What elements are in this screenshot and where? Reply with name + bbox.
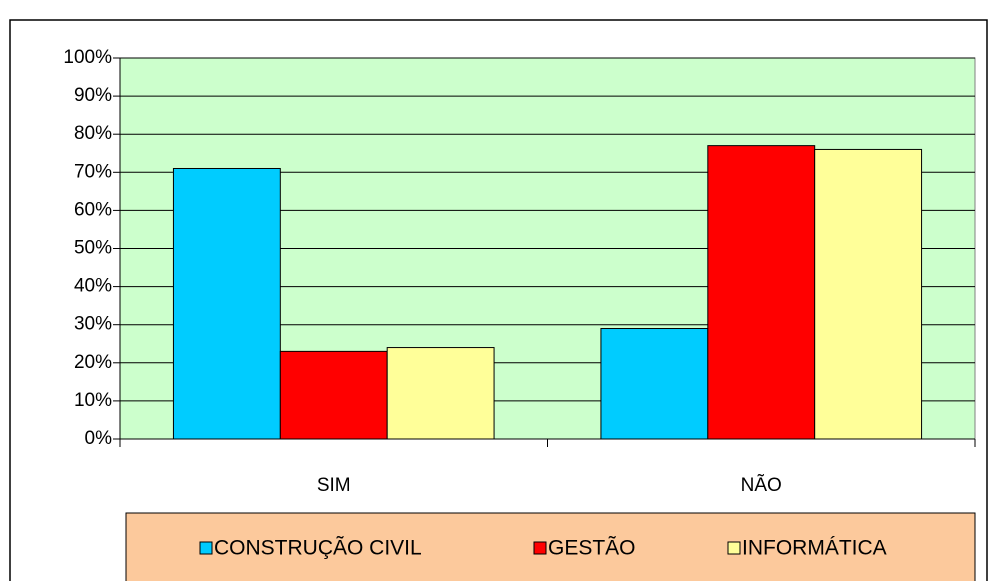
bar [172,167,281,440]
y-tick-label: 50% [74,238,112,259]
y-tick-label: 100% [63,47,112,68]
x-tick-label: NÃO [741,474,782,496]
y-tick-label: 0% [85,428,113,449]
legend-label: GESTÃO [548,536,636,560]
y-tick-label: 20% [74,352,112,373]
x-tick-label: SIM [317,475,351,496]
y-tick-label: 30% [74,314,112,335]
legend-label: CONSTRUÇÃO CIVIL [214,536,422,560]
bar [279,350,388,440]
bar [386,347,495,440]
y-tick-label: 60% [74,199,112,220]
y-tick-label: 70% [74,161,112,182]
y-tick-label: 90% [74,85,112,106]
legend-swatch [727,541,741,555]
legend-swatch [533,541,547,555]
legend-box [125,512,976,581]
bar [600,328,709,440]
y-tick-label: 40% [74,276,112,297]
bar [814,148,923,440]
y-tick-label: 10% [74,390,112,411]
legend-swatch [199,541,213,555]
legend-label: INFORMÁTICA [742,537,887,560]
y-tick-label: 80% [74,123,112,144]
bar [707,145,816,440]
